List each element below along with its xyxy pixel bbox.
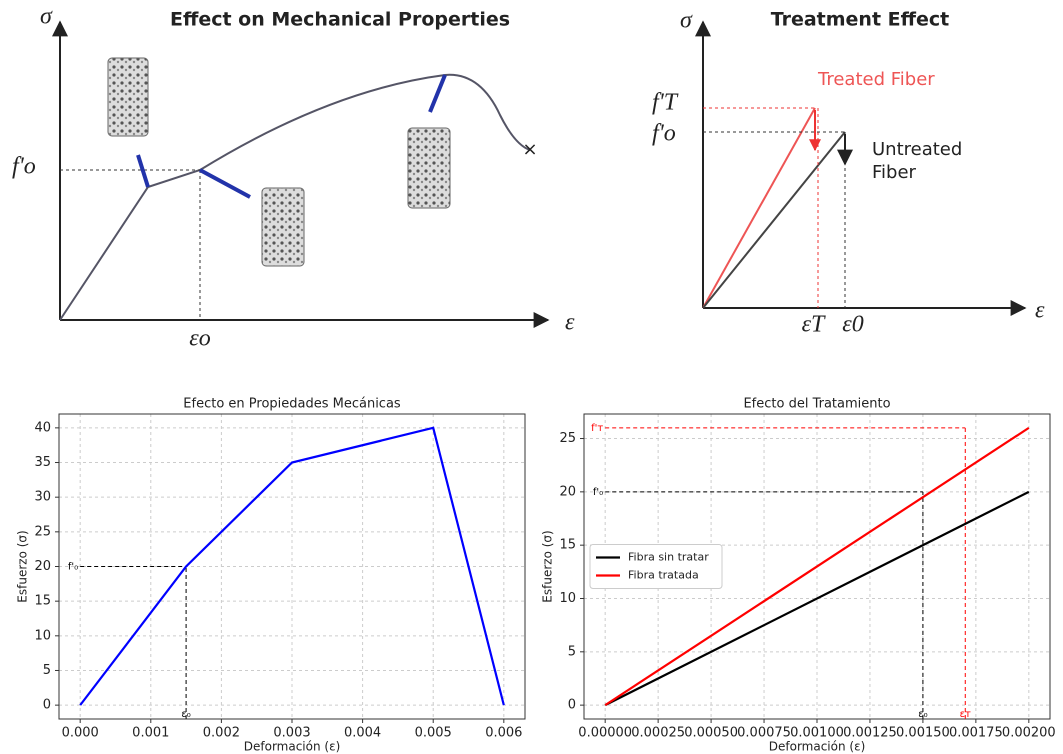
pointer bbox=[138, 155, 148, 187]
y-tick-label: 10 bbox=[34, 628, 51, 643]
y-tick-label: 0 bbox=[43, 698, 51, 713]
y-axis-label: Esfuerzo (σ) bbox=[16, 530, 30, 602]
reference-label: ε₀ bbox=[918, 709, 927, 720]
y-tick-label: 40 bbox=[34, 420, 51, 435]
x-tick-label: 0.004 bbox=[344, 726, 381, 741]
y-tick-label: 0 bbox=[568, 698, 576, 713]
strain-label: ε0 bbox=[842, 312, 863, 338]
y-tick-label: 15 bbox=[559, 538, 576, 553]
axis-label: σ bbox=[680, 8, 693, 34]
reference-label: f'₀ bbox=[68, 562, 78, 573]
y-tick-label: 25 bbox=[559, 431, 576, 446]
reference-label: ε₀ bbox=[181, 709, 190, 720]
y-tick-label: 5 bbox=[568, 644, 576, 659]
x-tick-label: 0.00075 bbox=[737, 726, 791, 741]
axis-label: ε bbox=[565, 310, 575, 336]
pointer bbox=[430, 75, 445, 112]
axis-label: ε bbox=[1035, 298, 1045, 324]
specimen bbox=[262, 188, 304, 266]
untreated-line bbox=[703, 132, 845, 308]
x-tick-label: 0.00125 bbox=[843, 726, 897, 741]
page: Effect on Mechanical Properties σ ε × f'… bbox=[0, 0, 1063, 754]
x-tick-label: 0.00200 bbox=[1002, 726, 1056, 741]
x-tick-label: 0.003 bbox=[273, 726, 310, 741]
x-tick-label: 0.00175 bbox=[949, 726, 1003, 741]
specimen bbox=[108, 58, 148, 136]
diagram-title: Treatment Effect bbox=[771, 9, 950, 31]
x-tick-label: 0.005 bbox=[415, 726, 452, 741]
x-tick-label: 0.00100 bbox=[790, 726, 844, 741]
y-tick-label: 25 bbox=[34, 524, 51, 539]
chart-title: Efecto del Tratamiento bbox=[743, 397, 890, 412]
specimen bbox=[408, 128, 450, 208]
x-tick-label: 0.001 bbox=[132, 726, 169, 741]
reference-label: f'ᴛ bbox=[591, 423, 603, 434]
reference-label: f'₀ bbox=[593, 487, 603, 498]
y-axis-label: Esfuerzo (σ) bbox=[541, 530, 555, 602]
diagram-treatment: Treatment Effect σ ε Treated Fiber Untre… bbox=[652, 8, 1045, 338]
strain-label: εT bbox=[802, 312, 826, 338]
x-tick-label: 0.002 bbox=[203, 726, 240, 741]
y-tick-label: 15 bbox=[34, 594, 51, 609]
x-tick-label: 0.00025 bbox=[631, 726, 685, 741]
legend-label: Fibra sin tratar bbox=[628, 551, 709, 564]
y-tick-label: 30 bbox=[34, 490, 51, 505]
y-tick-label: 20 bbox=[34, 559, 51, 574]
untreated-label: Untreated bbox=[872, 139, 962, 160]
x-tick-label: 0.00000 bbox=[578, 726, 632, 741]
legend-label: Fibra tratada bbox=[628, 569, 699, 582]
y-tick-label: 10 bbox=[559, 591, 576, 606]
y-tick-label: 35 bbox=[34, 455, 51, 470]
x-axis-label: Deformación (ε) bbox=[244, 740, 341, 754]
reference-label: εᴛ bbox=[960, 709, 971, 720]
stress-label: f'o bbox=[12, 154, 36, 180]
pointer bbox=[200, 170, 250, 197]
treated-line bbox=[703, 108, 815, 308]
x-axis-label: Deformación (ε) bbox=[769, 740, 866, 754]
chart-title: Efecto en Propiedades Mecánicas bbox=[183, 397, 401, 412]
stress-label: f'T bbox=[652, 90, 679, 116]
x-tick-label: 0.00050 bbox=[684, 726, 738, 741]
failure-mark: × bbox=[522, 139, 537, 160]
y-tick-label: 5 bbox=[43, 663, 51, 678]
diagram-mechanical: Effect on Mechanical Properties σ ε × f'… bbox=[12, 4, 575, 352]
treated-label: Treated Fiber bbox=[817, 69, 935, 90]
x-tick-label: 0.00150 bbox=[896, 726, 950, 741]
axis-label: σ bbox=[40, 4, 53, 30]
untreated-label: Fiber bbox=[872, 162, 917, 183]
stress-label: f'o bbox=[652, 121, 676, 147]
x-tick-label: 0.000 bbox=[62, 726, 99, 741]
strain-label: εo bbox=[189, 326, 210, 352]
diagram-title: Effect on Mechanical Properties bbox=[170, 9, 510, 31]
x-tick-label: 0.006 bbox=[485, 726, 522, 741]
y-tick-label: 20 bbox=[559, 484, 576, 499]
